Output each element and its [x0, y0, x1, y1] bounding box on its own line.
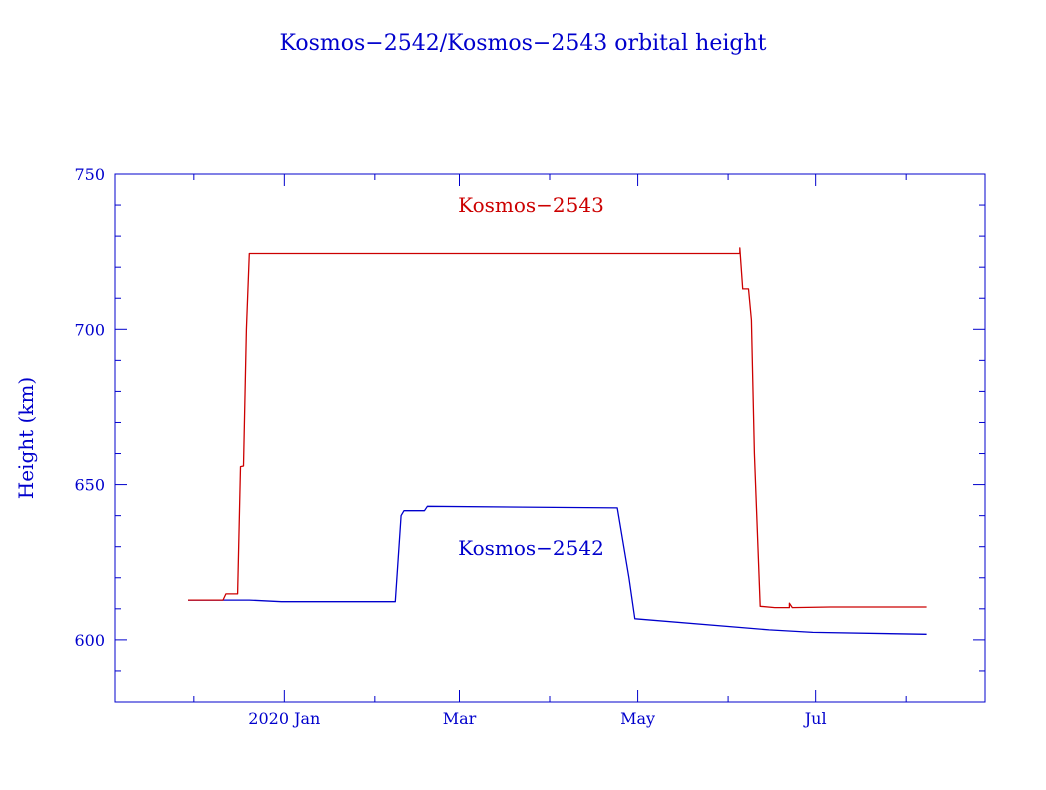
y-axis-label: Height (km)	[14, 377, 38, 499]
y-tick-label: 750	[74, 165, 105, 184]
x-tick-label: May	[620, 709, 655, 728]
x-tick-label: 2020 Jan	[248, 709, 320, 728]
chart-title: Kosmos−2542/Kosmos−2543 orbital height	[280, 31, 767, 56]
series-layer	[188, 247, 927, 635]
y-tick-label: 600	[74, 631, 105, 650]
x-tick-label: Mar	[443, 709, 477, 728]
series-line-kosmos-2543	[188, 247, 927, 609]
series-annotation-kosmos-2543: Kosmos−2543	[458, 193, 604, 217]
ticks-layer: 600 650 700 750 2020 Jan Mar May Jul	[74, 165, 985, 728]
series-annotation-kosmos-2542: Kosmos−2542	[458, 536, 604, 560]
series-line-kosmos-2542	[188, 505, 927, 635]
y-tick-label: 700	[74, 320, 105, 339]
y-tick-label: 650	[74, 476, 105, 495]
x-tick-label: Jul	[803, 709, 827, 728]
